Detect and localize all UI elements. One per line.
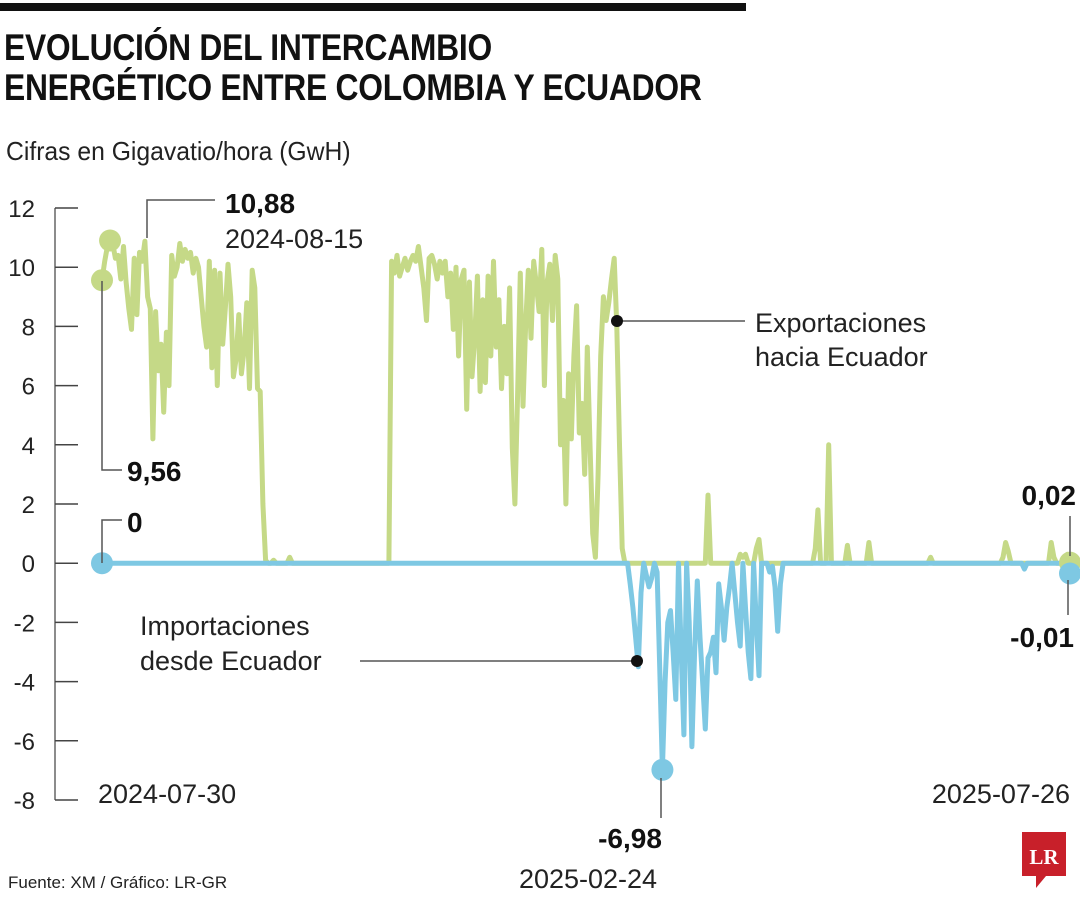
y-tick-label: 12 xyxy=(8,196,35,223)
export-start-label: 9,56 xyxy=(127,456,182,487)
logo-badge xyxy=(1022,832,1066,888)
export-end-label: 0,02 xyxy=(1022,480,1077,511)
y-tick-label: 2 xyxy=(22,492,35,519)
y-tick-label: -4 xyxy=(14,670,35,697)
import-end-label: -0,01 xyxy=(1010,622,1074,653)
min-value-label: -6,98 xyxy=(598,823,662,854)
callout-max xyxy=(146,199,215,238)
callout-export-start xyxy=(101,281,122,471)
y-tick-label: 10 xyxy=(8,255,35,282)
import-min-marker xyxy=(651,758,674,781)
import-end-marker xyxy=(1059,562,1080,585)
exports-label-dot xyxy=(611,315,623,327)
callout-import-start xyxy=(101,519,122,563)
y-axis: 12 10 8 6 4 2 0 -2 -4 -6 -8 xyxy=(8,196,78,815)
lr-logo: LR xyxy=(1022,832,1066,888)
x-start-date-label: 2024-07-30 xyxy=(98,779,236,809)
y-tick-label: 8 xyxy=(22,314,35,341)
logo-text: LR xyxy=(1029,845,1059,869)
y-tick-label: -2 xyxy=(14,610,35,637)
y-tick-label: -8 xyxy=(14,788,35,815)
title-line-1: EVOLUCIÓN DEL INTERCAMBIO xyxy=(4,27,492,68)
series-layer xyxy=(91,229,1080,781)
imports-series-label-2: desde Ecuador xyxy=(140,646,322,676)
export-max-marker xyxy=(99,229,122,252)
imports-line xyxy=(102,560,1071,773)
chart-subtitle: Cifras en Gigavatio/hora (GwH) xyxy=(6,136,351,166)
callouts xyxy=(101,199,1071,818)
title-line-2: ENERGÉTICO ENTRE COLOMBIA Y ECUADOR xyxy=(4,67,702,108)
top-rule xyxy=(0,3,746,11)
imports-label-dot xyxy=(631,655,643,667)
source-note: Fuente: XM / Gráfico: LR-GR xyxy=(8,873,227,892)
x-end-date-label: 2025-07-26 xyxy=(932,779,1070,809)
exports-series-label-2: hacia Ecuador xyxy=(755,342,928,372)
exports-line xyxy=(99,238,1073,566)
y-tick-label: 4 xyxy=(22,433,35,460)
max-date-label: 2024-08-15 xyxy=(225,224,363,254)
y-tick-label: 0 xyxy=(22,551,35,578)
min-date-label: 2025-02-24 xyxy=(519,864,657,894)
y-tick-label: 6 xyxy=(22,374,35,401)
export-start-marker xyxy=(91,269,113,292)
import-start-label: 0 xyxy=(127,507,143,538)
y-tick-label: -6 xyxy=(14,729,35,756)
exports-series-label-1: Exportaciones xyxy=(755,308,926,338)
chart-title: EVOLUCIÓN DEL INTERCAMBIO ENERGÉTICO ENT… xyxy=(4,28,702,108)
max-value-label: 10,88 xyxy=(225,188,295,219)
import-start-marker xyxy=(91,552,113,575)
imports-series-label-1: Importaciones xyxy=(140,611,310,641)
